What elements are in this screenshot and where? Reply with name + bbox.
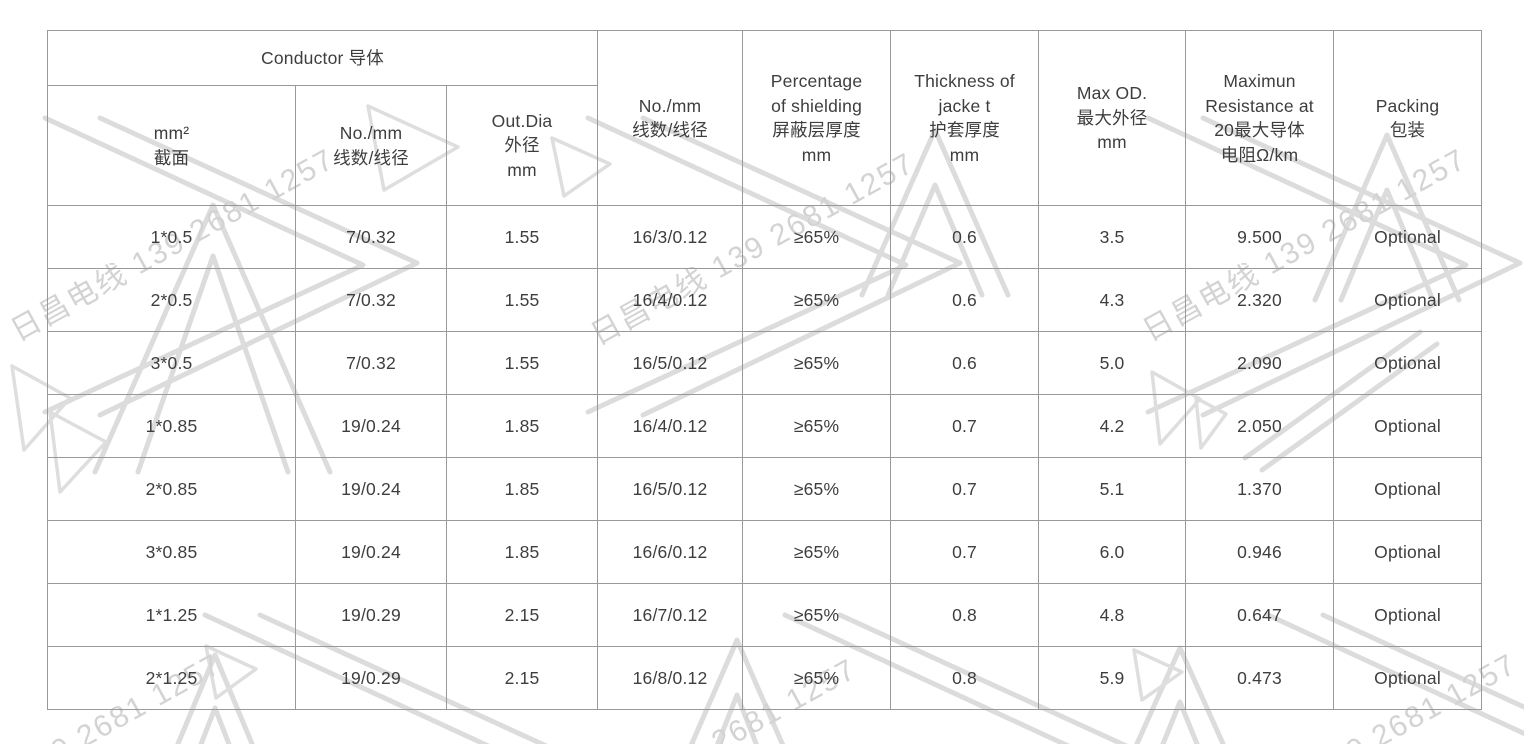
- table-cell: 0.6: [890, 331, 1040, 395]
- table-cell: Optional: [1333, 268, 1483, 332]
- table-row: 3*0.5 7/0.32 1.55 16/5/0.12 ≥65% 0.6 5.0…: [47, 331, 1483, 395]
- table-cell: 0.8: [890, 583, 1040, 647]
- table-cell: ≥65%: [742, 457, 892, 521]
- header-no-mm-shield: No./mm 线数/线径: [597, 30, 744, 206]
- table-cell: 2*0.5: [47, 268, 296, 332]
- table-cell: 0.6: [890, 205, 1040, 269]
- table-cell: 16/8/0.12: [597, 646, 744, 710]
- table-cell: 19/0.29: [295, 646, 447, 710]
- table-cell: 2.090: [1185, 331, 1335, 395]
- table-cell: 2.320: [1185, 268, 1335, 332]
- table-cell: 16/6/0.12: [597, 520, 744, 584]
- table-row: 2*0.85 19/0.24 1.85 16/5/0.12 ≥65% 0.7 5…: [47, 457, 1483, 521]
- table-cell: 2*0.85: [47, 457, 296, 521]
- table-cell: 1*1.25: [47, 583, 296, 647]
- header-mm2: mm² 截面: [47, 85, 296, 206]
- table-cell: 1.370: [1185, 457, 1335, 521]
- table-cell: 1*0.85: [47, 394, 296, 458]
- table-cell: 2.15: [445, 646, 599, 710]
- header-packing: Packing 包装: [1333, 30, 1483, 206]
- table-cell: 0.7: [890, 457, 1040, 521]
- table-row: 1*0.85 19/0.24 1.85 16/4/0.12 ≥65% 0.7 4…: [47, 394, 1483, 458]
- table-cell: Optional: [1333, 457, 1483, 521]
- header-max-od: Max OD. 最大外径 mm: [1038, 30, 1187, 206]
- table-cell: ≥65%: [742, 394, 892, 458]
- table-cell: 5.9: [1038, 646, 1187, 710]
- table-cell: 0.647: [1185, 583, 1335, 647]
- table-cell: Optional: [1333, 331, 1483, 395]
- table-cell: 1.55: [445, 268, 599, 332]
- table-cell: 0.946: [1185, 520, 1335, 584]
- table-cell: 19/0.24: [295, 520, 447, 584]
- table-cell: ≥65%: [742, 331, 892, 395]
- header-jacket-thickness: Thickness of jacke t 护套厚度 mm: [890, 30, 1040, 206]
- table-cell: 16/5/0.12: [597, 457, 744, 521]
- table-row: 2*1.25 19/0.29 2.15 16/8/0.12 ≥65% 0.8 5…: [47, 646, 1483, 710]
- table-cell: 16/5/0.12: [597, 331, 744, 395]
- table-cell: 4.2: [1038, 394, 1187, 458]
- table-cell: 1.55: [445, 205, 599, 269]
- table-row: 1*0.5 7/0.32 1.55 16/3/0.12 ≥65% 0.6 3.5…: [47, 205, 1483, 269]
- table-cell: 5.1: [1038, 457, 1187, 521]
- table-cell: 19/0.29: [295, 583, 447, 647]
- table-cell: ≥65%: [742, 646, 892, 710]
- table-cell: 5.0: [1038, 331, 1187, 395]
- header-shield-percentage: Percentage of shielding 屏蔽层厚度 mm: [742, 30, 892, 206]
- table-cell: 2.050: [1185, 394, 1335, 458]
- table-cell: 16/4/0.12: [597, 394, 744, 458]
- table-cell: ≥65%: [742, 520, 892, 584]
- table-cell: Optional: [1333, 520, 1483, 584]
- table-cell: 2*1.25: [47, 646, 296, 710]
- header-conductor-group: Conductor 导体: [46, 30, 599, 86]
- table-cell: 0.8: [890, 646, 1040, 710]
- table-cell: 16/7/0.12: [597, 583, 744, 647]
- header-no-mm-conductor: No./mm 线数/线径: [295, 85, 447, 206]
- table-cell: 7/0.32: [295, 205, 447, 269]
- table-cell: 4.3: [1038, 268, 1187, 332]
- table-cell: 3*0.5: [47, 331, 296, 395]
- table-cell: 19/0.24: [295, 394, 447, 458]
- table-cell: 3.5: [1038, 205, 1187, 269]
- table-cell: 1.85: [445, 457, 599, 521]
- table-cell: 6.0: [1038, 520, 1187, 584]
- table-cell: 16/3/0.12: [597, 205, 744, 269]
- table-row: 1*1.25 19/0.29 2.15 16/7/0.12 ≥65% 0.8 4…: [47, 583, 1483, 647]
- table-row: 3*0.85 19/0.24 1.85 16/6/0.12 ≥65% 0.7 6…: [47, 520, 1483, 584]
- table-cell: 9.500: [1185, 205, 1335, 269]
- table-row: 2*0.5 7/0.32 1.55 16/4/0.12 ≥65% 0.6 4.3…: [47, 268, 1483, 332]
- table-cell: 19/0.24: [295, 457, 447, 521]
- table-cell: Optional: [1333, 583, 1483, 647]
- table-cell: 7/0.32: [295, 331, 447, 395]
- header-max-resistance: Maximun Resistance at 20最大导体 电阻Ω/km: [1185, 30, 1335, 206]
- spec-table: Conductor 导体 No./mm 线数/线径 Percentage of …: [46, 30, 1483, 710]
- table-cell: 1.55: [445, 331, 599, 395]
- table-header-row: Conductor 导体 No./mm 线数/线径 Percentage of …: [46, 30, 1483, 206]
- table-cell: 4.8: [1038, 583, 1187, 647]
- table-cell: 1.85: [445, 394, 599, 458]
- table-cell: 0.6: [890, 268, 1040, 332]
- table-cell: 0.473: [1185, 646, 1335, 710]
- table-cell: Optional: [1333, 205, 1483, 269]
- header-out-dia: Out.Dia 外径 mm: [445, 85, 599, 206]
- table-cell: 2.15: [445, 583, 599, 647]
- table-cell: 0.7: [890, 520, 1040, 584]
- table-cell: 1.85: [445, 520, 599, 584]
- table-cell: ≥65%: [742, 583, 892, 647]
- table-cell: ≥65%: [742, 268, 892, 332]
- table-cell: 16/4/0.12: [597, 268, 744, 332]
- table-cell: 3*0.85: [47, 520, 296, 584]
- table-cell: 0.7: [890, 394, 1040, 458]
- table-cell: 1*0.5: [47, 205, 296, 269]
- table-cell: Optional: [1333, 394, 1483, 458]
- table-cell: 7/0.32: [295, 268, 447, 332]
- table-cell: Optional: [1333, 646, 1483, 710]
- table-cell: ≥65%: [742, 205, 892, 269]
